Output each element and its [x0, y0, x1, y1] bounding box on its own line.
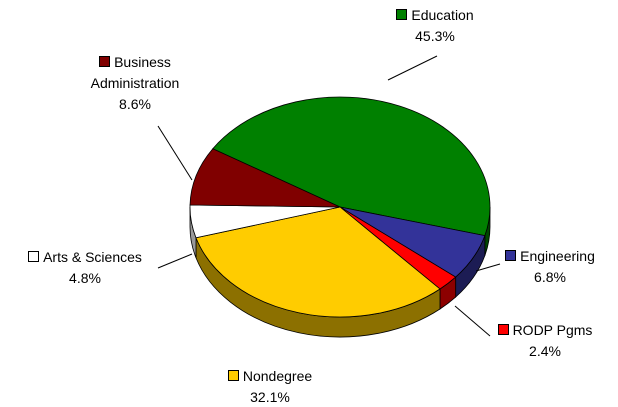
value-label: 45.3%	[415, 28, 455, 44]
slice-label: RODP Pgms 2.4%	[485, 320, 605, 362]
legend-swatch	[227, 370, 239, 381]
slice-label: Nondegree 32.1%	[205, 366, 335, 407]
leader-line	[157, 253, 193, 269]
legend-entry: Arts & Sciences	[5, 247, 165, 268]
category-name: Business Administration	[90, 54, 180, 91]
legend-swatch	[396, 9, 408, 20]
category-name: Engineering	[520, 248, 595, 264]
value-label: 8.6%	[119, 96, 151, 112]
leader-line	[475, 263, 501, 272]
slice-label: Arts & Sciences 4.8%	[5, 247, 165, 289]
slice-label: Business Administration 8.6%	[75, 52, 195, 115]
slice	[189, 148, 341, 208]
category-name: RODP Pgms	[512, 322, 593, 338]
value-label: 2.4%	[529, 343, 561, 359]
legend-swatch	[28, 251, 40, 262]
value-label: 6.8%	[534, 269, 566, 285]
legend-swatch	[505, 250, 517, 261]
category-name: Education	[411, 7, 474, 23]
leader-line	[157, 125, 193, 181]
slice	[212, 96, 491, 237]
legend-entry: Engineering	[495, 246, 605, 267]
legend-entry: Education	[380, 5, 490, 26]
category-name: Nondegree	[242, 368, 313, 384]
legend-swatch	[99, 56, 111, 67]
leader-line	[387, 55, 438, 81]
legend-entry: Nondegree	[205, 366, 335, 387]
slice-label: Education 45.3%	[380, 5, 490, 47]
slice-label: Engineering 6.8%	[495, 246, 605, 288]
category-name: Arts & Sciences	[43, 249, 142, 265]
value-label: 4.8%	[69, 270, 101, 286]
legend-entry: Business Administration	[75, 52, 195, 94]
value-label: 32.1%	[250, 389, 290, 405]
legend-swatch	[497, 324, 509, 335]
leader-line	[454, 305, 491, 337]
legend-entry: RODP Pgms	[485, 320, 605, 341]
slice	[195, 206, 441, 318]
